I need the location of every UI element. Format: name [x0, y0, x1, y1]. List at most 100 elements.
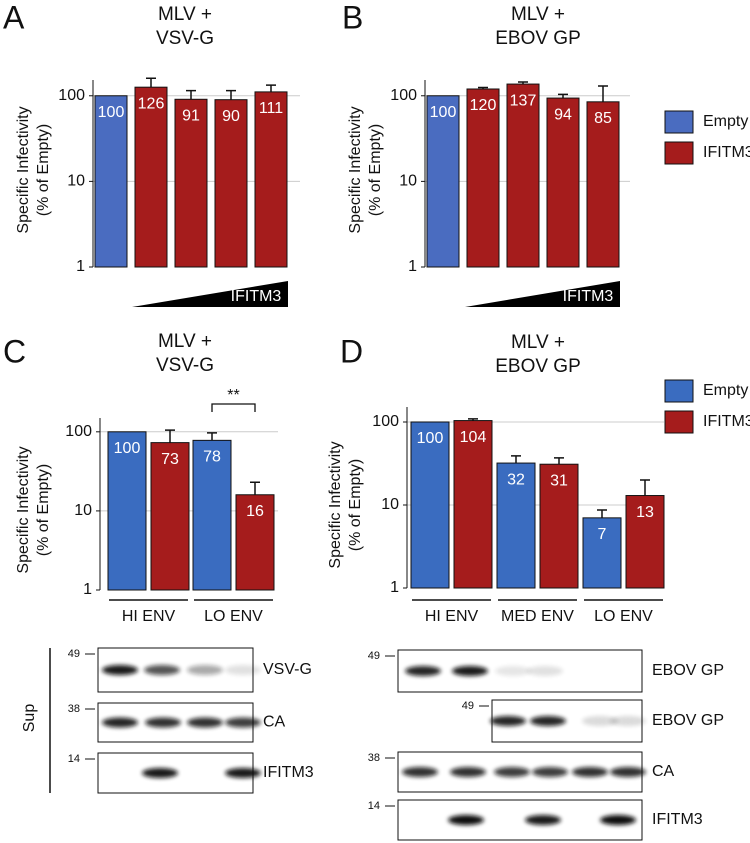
error-bar: [146, 77, 156, 88]
legend-label: Empty: [703, 113, 748, 130]
y-tick-label: 1: [76, 258, 85, 275]
chart-title: MLV +: [158, 4, 212, 25]
chart-title: MLV +: [511, 332, 565, 353]
blot-side-label: Sup: [21, 704, 38, 733]
group-label: MED ENV: [501, 608, 574, 625]
y-tick-label: 100: [58, 87, 85, 104]
ramp-label: IFITM3: [231, 288, 282, 305]
panel-letter: A: [3, 0, 25, 35]
value-label: 104: [460, 429, 487, 446]
blot-label: IFITM3: [263, 764, 314, 781]
blot-band: [530, 716, 566, 726]
blot-band: [525, 815, 561, 825]
bar: [546, 97, 580, 268]
marker-label: 38: [68, 703, 80, 715]
bar: [625, 495, 665, 589]
significance-label: **: [227, 387, 239, 404]
y-axis-label: Specific Infectivity: [327, 441, 344, 568]
blot-band: [187, 717, 223, 728]
chart-title: VSV-G: [156, 355, 214, 376]
value-label: 111: [259, 100, 283, 117]
ramp-label: IFITM3: [563, 288, 614, 305]
legend-label: IFITM3: [703, 144, 750, 161]
error-bar: [165, 429, 175, 443]
group-label: HI ENV: [425, 608, 479, 625]
value-label: 73: [161, 451, 179, 468]
error-bar: [597, 509, 607, 518]
y-tick-label: 10: [381, 496, 399, 513]
bar: [174, 98, 208, 268]
y-axis-label: (% of Empty): [35, 124, 52, 216]
y-tick-label: 10: [67, 173, 85, 190]
value-label: 100: [417, 430, 444, 447]
blot-band: [450, 767, 486, 777]
bar: [466, 88, 500, 268]
legend-label: Empty: [703, 382, 748, 399]
y-tick-label: 10: [399, 173, 417, 190]
legend-swatch: [664, 410, 694, 434]
y-tick-label: 1: [408, 258, 417, 275]
error-bar: [554, 457, 564, 465]
bar: [582, 517, 622, 589]
bar: [254, 91, 288, 268]
panel-letter: C: [3, 333, 26, 369]
blot-band: [145, 717, 181, 728]
value-label: 137: [510, 92, 537, 109]
bar: [539, 463, 579, 589]
y-tick-label: 1: [83, 581, 92, 598]
panel-letter: B: [342, 0, 363, 35]
value-label: 32: [507, 471, 525, 488]
value-label: 90: [222, 108, 240, 125]
legend-swatch: [664, 110, 694, 134]
blot-label: EBOV GP: [652, 662, 724, 679]
y-axis-label: (% of Empty): [347, 459, 364, 551]
blot-band: [532, 767, 568, 777]
value-label: 78: [203, 449, 221, 466]
marker-label: 49: [68, 648, 80, 660]
y-axis-label: (% of Empty): [367, 124, 384, 216]
marker-label: 49: [462, 700, 474, 712]
bar: [107, 431, 147, 591]
error-bar: [518, 81, 528, 85]
blot-band: [187, 665, 223, 675]
panel-letter: D: [340, 333, 363, 369]
blot-band: [527, 666, 563, 676]
bar: [235, 494, 275, 591]
blot-band: [402, 767, 438, 777]
bar: [453, 420, 493, 589]
value-label: 91: [182, 107, 200, 124]
error-bar: [640, 479, 650, 496]
blot-band: [144, 665, 180, 675]
y-tick-label: 100: [65, 423, 92, 440]
bar: [94, 95, 128, 268]
bar: [192, 439, 232, 591]
error-bar: [478, 86, 488, 89]
blot-band: [448, 815, 484, 825]
chart-title: VSV-G: [156, 28, 214, 49]
y-axis-label: Specific Infectivity: [15, 106, 32, 233]
blot-band: [582, 716, 618, 726]
blot-band: [225, 717, 261, 728]
group-label: HI ENV: [122, 608, 176, 625]
y-tick-label: 100: [372, 413, 399, 430]
blot-band: [572, 767, 608, 777]
error-bar: [598, 85, 608, 102]
blot-band: [405, 666, 441, 676]
marker-label: 14: [68, 753, 80, 765]
error-bar: [226, 89, 236, 100]
bar: [150, 442, 190, 591]
value-label: 94: [554, 106, 572, 123]
bar: [214, 99, 248, 268]
error-bar: [511, 455, 521, 464]
error-bar: [186, 89, 196, 100]
bar: [586, 101, 620, 268]
value-label: 13: [636, 504, 654, 521]
value-label: 120: [470, 97, 497, 114]
chart-title: MLV +: [158, 331, 212, 352]
blot-band: [102, 665, 138, 675]
legend-swatch: [664, 379, 694, 403]
blot-band: [452, 666, 488, 676]
bar: [496, 462, 536, 589]
chart-title: MLV +: [511, 4, 565, 25]
